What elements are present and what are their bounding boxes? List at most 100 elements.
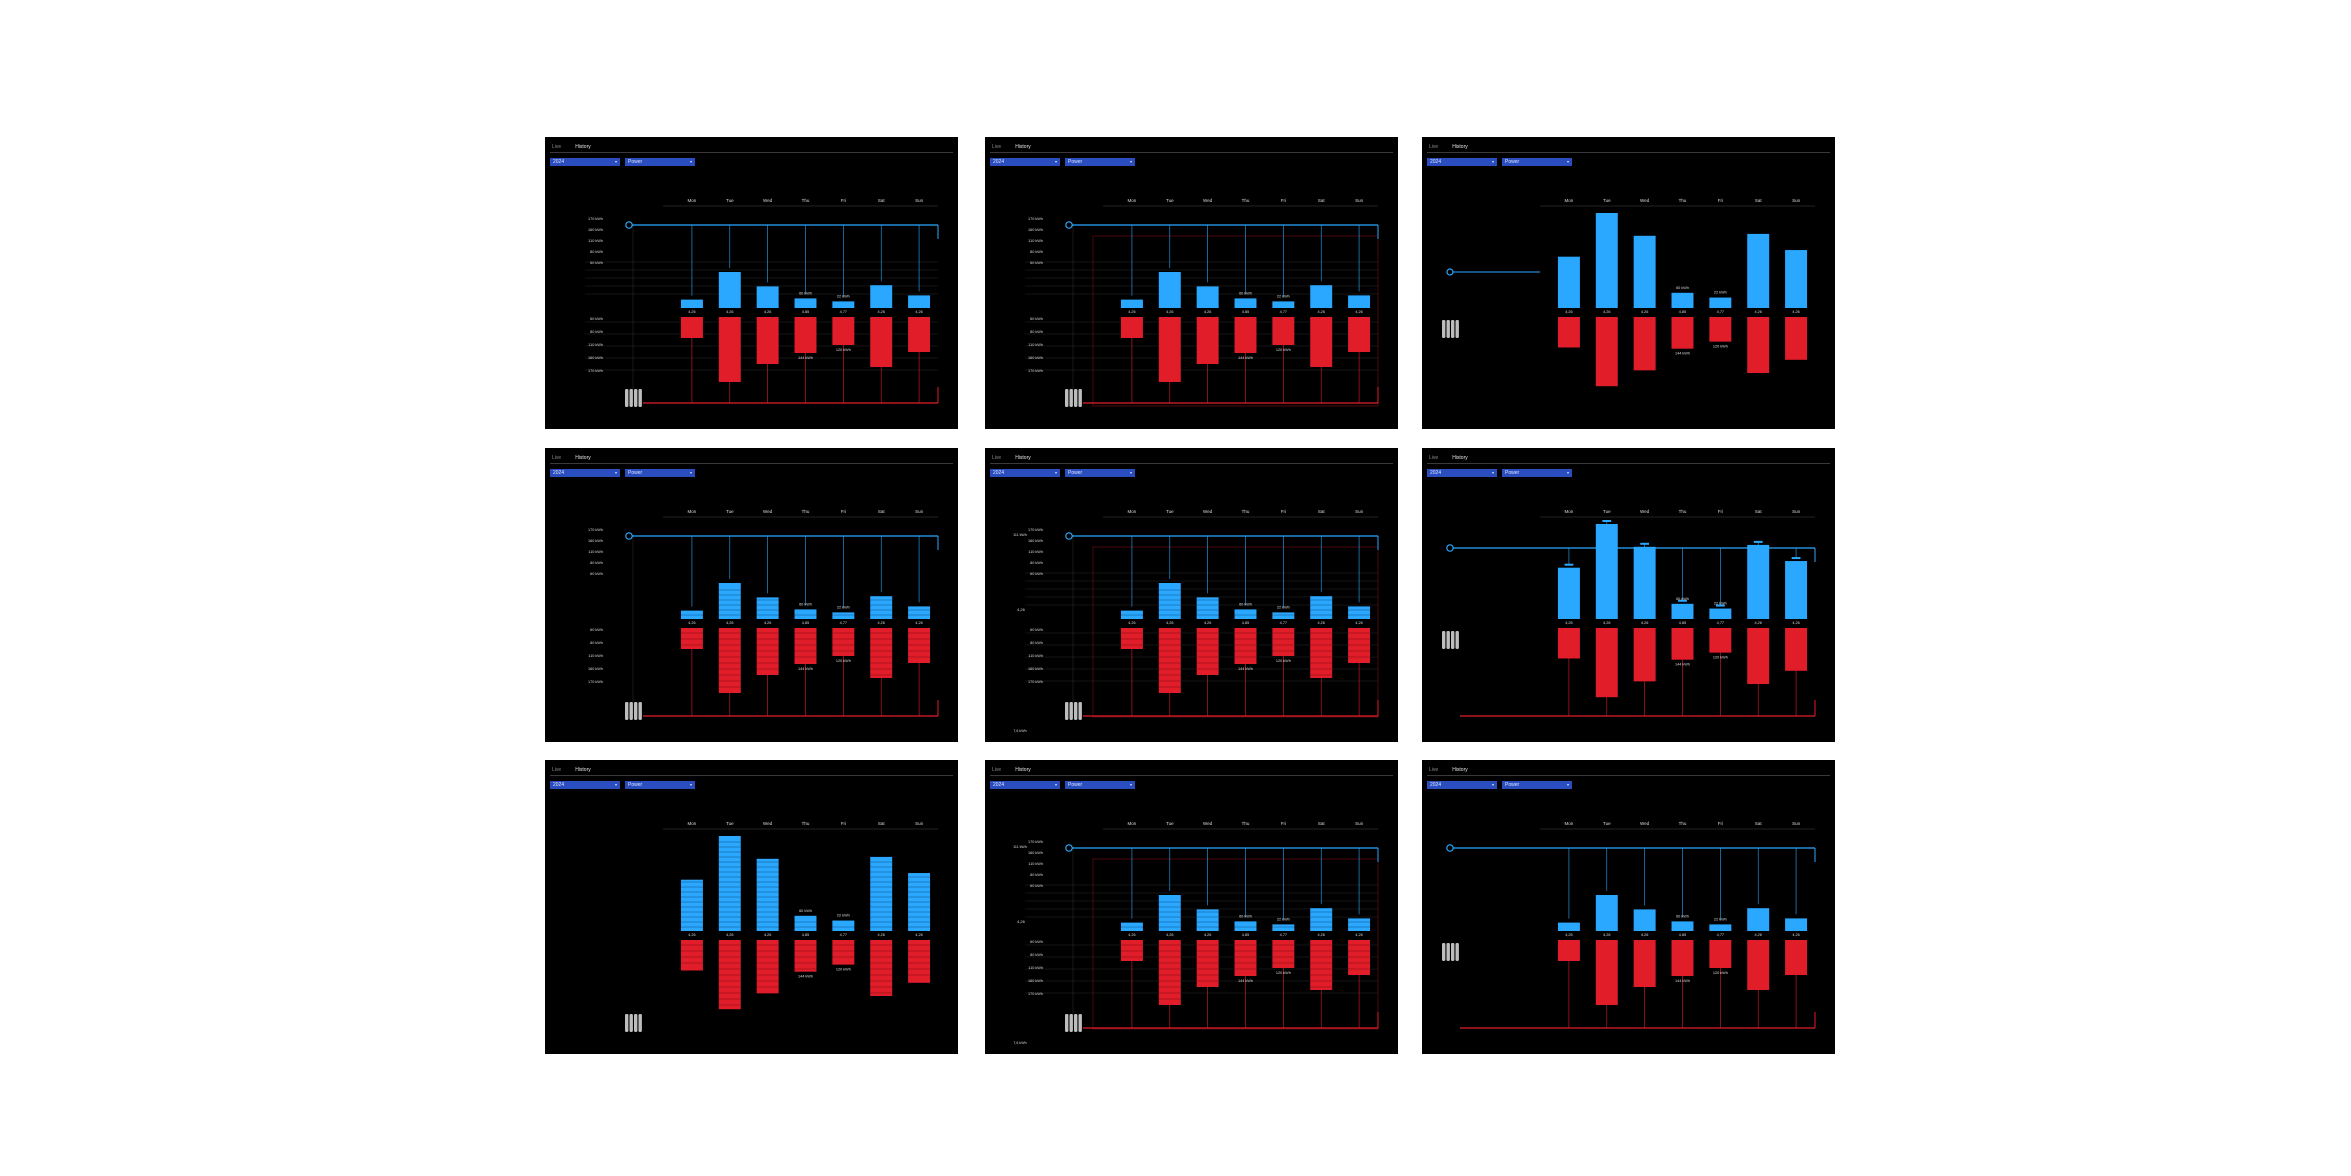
production-bar[interactable] <box>1709 608 1732 619</box>
tab-live[interactable]: Live <box>992 455 1002 461</box>
consumption-bar[interactable] <box>794 628 817 664</box>
production-bar[interactable] <box>1234 298 1257 308</box>
production-bar[interactable] <box>1310 285 1333 308</box>
consumption-bar[interactable] <box>1709 940 1732 968</box>
consumption-bar[interactable] <box>832 628 855 656</box>
consumption-bar[interactable] <box>870 940 893 996</box>
consumption-bar[interactable] <box>1120 628 1143 649</box>
tab-live[interactable]: Live <box>552 767 562 773</box>
consumption-bar[interactable] <box>1747 628 1770 684</box>
period-select[interactable]: 2024 ▾ <box>990 469 1060 477</box>
tab-history[interactable]: History <box>1015 767 1031 773</box>
production-bar[interactable] <box>908 295 931 308</box>
production-bar[interactable] <box>1196 909 1219 931</box>
production-bar[interactable] <box>756 597 779 619</box>
period-select[interactable]: 2024 ▾ <box>550 158 620 166</box>
tab-history[interactable]: History <box>1015 455 1031 461</box>
tab-live[interactable]: Live <box>992 767 1002 773</box>
production-bar[interactable] <box>1234 609 1257 619</box>
tab-live[interactable]: Live <box>1429 767 1439 773</box>
tab-history[interactable]: History <box>1015 144 1031 150</box>
consumption-bar[interactable] <box>680 628 703 649</box>
production-bar[interactable] <box>870 596 893 619</box>
production-bar[interactable] <box>1633 546 1656 619</box>
consumption-bar[interactable] <box>1747 940 1770 990</box>
consumption-bar[interactable] <box>1747 317 1770 373</box>
consumption-bar[interactable] <box>1234 317 1257 353</box>
consumption-bar[interactable] <box>680 940 703 971</box>
production-bar[interactable] <box>1557 256 1580 308</box>
production-bar[interactable] <box>756 286 779 308</box>
production-bar[interactable] <box>756 858 779 931</box>
tab-live[interactable]: Live <box>552 144 562 150</box>
consumption-bar[interactable] <box>1158 940 1181 1005</box>
production-bar[interactable] <box>1671 921 1694 931</box>
production-bar[interactable] <box>680 879 703 931</box>
consumption-bar[interactable] <box>1234 940 1257 976</box>
consumption-bar[interactable] <box>1272 940 1295 968</box>
production-bar[interactable] <box>1557 567 1580 619</box>
tab-live[interactable]: Live <box>1429 144 1439 150</box>
consumption-bar[interactable] <box>1557 940 1580 961</box>
metric-select[interactable]: Power ▾ <box>1065 781 1135 789</box>
consumption-bar[interactable] <box>1557 317 1580 348</box>
production-bar[interactable] <box>1633 235 1656 308</box>
metric-select[interactable]: Power ▾ <box>1502 469 1572 477</box>
consumption-bar[interactable] <box>1158 317 1181 382</box>
production-bar[interactable] <box>718 583 741 619</box>
production-bar[interactable] <box>1158 272 1181 308</box>
consumption-bar[interactable] <box>756 628 779 675</box>
tab-history[interactable]: History <box>575 144 591 150</box>
period-select[interactable]: 2024 ▾ <box>990 158 1060 166</box>
consumption-bar[interactable] <box>832 940 855 965</box>
consumption-bar[interactable] <box>1310 628 1333 678</box>
tab-live[interactable]: Live <box>1429 455 1439 461</box>
production-bar[interactable] <box>832 920 855 931</box>
production-bar[interactable] <box>832 301 855 308</box>
tab-live[interactable]: Live <box>992 144 1002 150</box>
consumption-bar[interactable] <box>1234 628 1257 664</box>
consumption-bar[interactable] <box>908 317 931 352</box>
consumption-bar[interactable] <box>1595 317 1618 387</box>
production-bar[interactable] <box>1785 250 1808 308</box>
consumption-bar[interactable] <box>1633 628 1656 682</box>
production-bar[interactable] <box>1709 297 1732 308</box>
consumption-bar[interactable] <box>756 940 779 994</box>
consumption-bar[interactable] <box>1633 940 1656 987</box>
production-bar[interactable] <box>908 606 931 619</box>
tab-history[interactable]: History <box>1452 455 1468 461</box>
period-select[interactable]: 2024 ▾ <box>1427 781 1497 789</box>
production-bar[interactable] <box>1747 544 1770 619</box>
period-select[interactable]: 2024 ▾ <box>990 781 1060 789</box>
production-bar[interactable] <box>1348 918 1371 931</box>
consumption-bar[interactable] <box>756 317 779 364</box>
consumption-bar[interactable] <box>870 317 893 367</box>
period-select[interactable]: 2024 ▾ <box>550 469 620 477</box>
consumption-bar[interactable] <box>832 317 855 345</box>
consumption-bar[interactable] <box>1158 628 1181 693</box>
production-bar[interactable] <box>1557 922 1580 931</box>
consumption-bar[interactable] <box>1595 628 1618 698</box>
metric-select[interactable]: Power ▾ <box>1502 158 1572 166</box>
consumption-bar[interactable] <box>1348 317 1371 352</box>
tab-history[interactable]: History <box>1452 144 1468 150</box>
production-bar[interactable] <box>1234 921 1257 931</box>
production-bar[interactable] <box>1310 596 1333 619</box>
consumption-bar[interactable] <box>1120 317 1143 338</box>
metric-select[interactable]: Power ▾ <box>1502 781 1572 789</box>
metric-select[interactable]: Power ▾ <box>625 781 695 789</box>
tab-history[interactable]: History <box>575 767 591 773</box>
consumption-bar[interactable] <box>718 940 741 1010</box>
consumption-bar[interactable] <box>1196 317 1219 364</box>
consumption-bar[interactable] <box>1633 317 1656 371</box>
consumption-bar[interactable] <box>718 317 741 382</box>
production-bar[interactable] <box>1196 597 1219 619</box>
consumption-bar[interactable] <box>1709 317 1732 342</box>
tab-history[interactable]: History <box>575 455 591 461</box>
production-bar[interactable] <box>870 285 893 308</box>
production-bar[interactable] <box>1158 583 1181 619</box>
production-bar[interactable] <box>794 915 817 931</box>
production-bar[interactable] <box>1272 924 1295 931</box>
metric-select[interactable]: Power ▾ <box>625 158 695 166</box>
production-bar[interactable] <box>1671 603 1694 619</box>
